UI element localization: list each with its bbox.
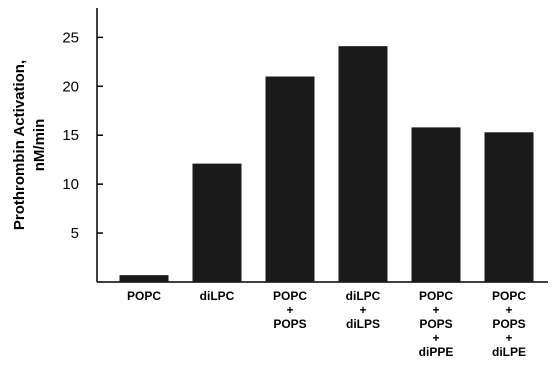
category-label-line: + (286, 303, 293, 317)
y-tick-label: 20 (62, 78, 79, 95)
bar (192, 163, 242, 282)
category-label: POPC (127, 289, 161, 303)
bars (119, 46, 534, 282)
axes (96, 8, 548, 283)
category-label: POPC+POPS+diLPE (492, 289, 526, 359)
category-label-line: diLPC (200, 289, 235, 303)
y-tick-label: 10 (62, 176, 79, 193)
category-label: diLPC (200, 289, 235, 303)
category-label-line: diLPE (492, 345, 526, 359)
category-label-line: POPC (492, 289, 526, 303)
category-label-line: + (359, 303, 366, 317)
category-label-line: POPC (419, 289, 453, 303)
y-tick-label: 5 (71, 225, 79, 242)
bar (484, 132, 534, 282)
bar (411, 127, 461, 282)
category-label-line: + (505, 303, 512, 317)
category-label-line: diLPS (346, 317, 380, 331)
y-axis-label-line-2: nM/min (31, 119, 48, 172)
y-axis-label: Prothrombin Activation, nM/min (11, 60, 48, 230)
category-label-line: POPS (419, 317, 452, 331)
category-label-line: + (505, 331, 512, 345)
bar (119, 275, 169, 282)
bar (265, 76, 315, 282)
category-label: POPC+POPS (273, 289, 307, 331)
category-label-line: + (432, 303, 439, 317)
category-label: diLPC+diLPS (346, 289, 381, 331)
y-axis-label-line-1: Prothrombin Activation, (11, 60, 28, 230)
x-axis-labels: POPC diLPC POPC+POPSdiLPC+diLPSPOPC+POPS+d… (127, 289, 526, 359)
category-label-line: POPC (273, 289, 307, 303)
y-tick-label: 25 (62, 29, 79, 46)
category-label-line: POPS (492, 317, 525, 331)
category-label-line: diLPC (346, 289, 381, 303)
y-tick-label: 15 (62, 127, 79, 144)
category-label-line: POPS (273, 317, 306, 331)
bar (338, 46, 388, 282)
y-axis-ticks: 5 10 15 20 25 (62, 29, 103, 242)
category-label-line: + (432, 331, 439, 345)
category-label-line: diPPE (419, 345, 454, 359)
category-label-line: POPC (127, 289, 161, 303)
category-label: POPC+POPS+diPPE (419, 289, 454, 359)
